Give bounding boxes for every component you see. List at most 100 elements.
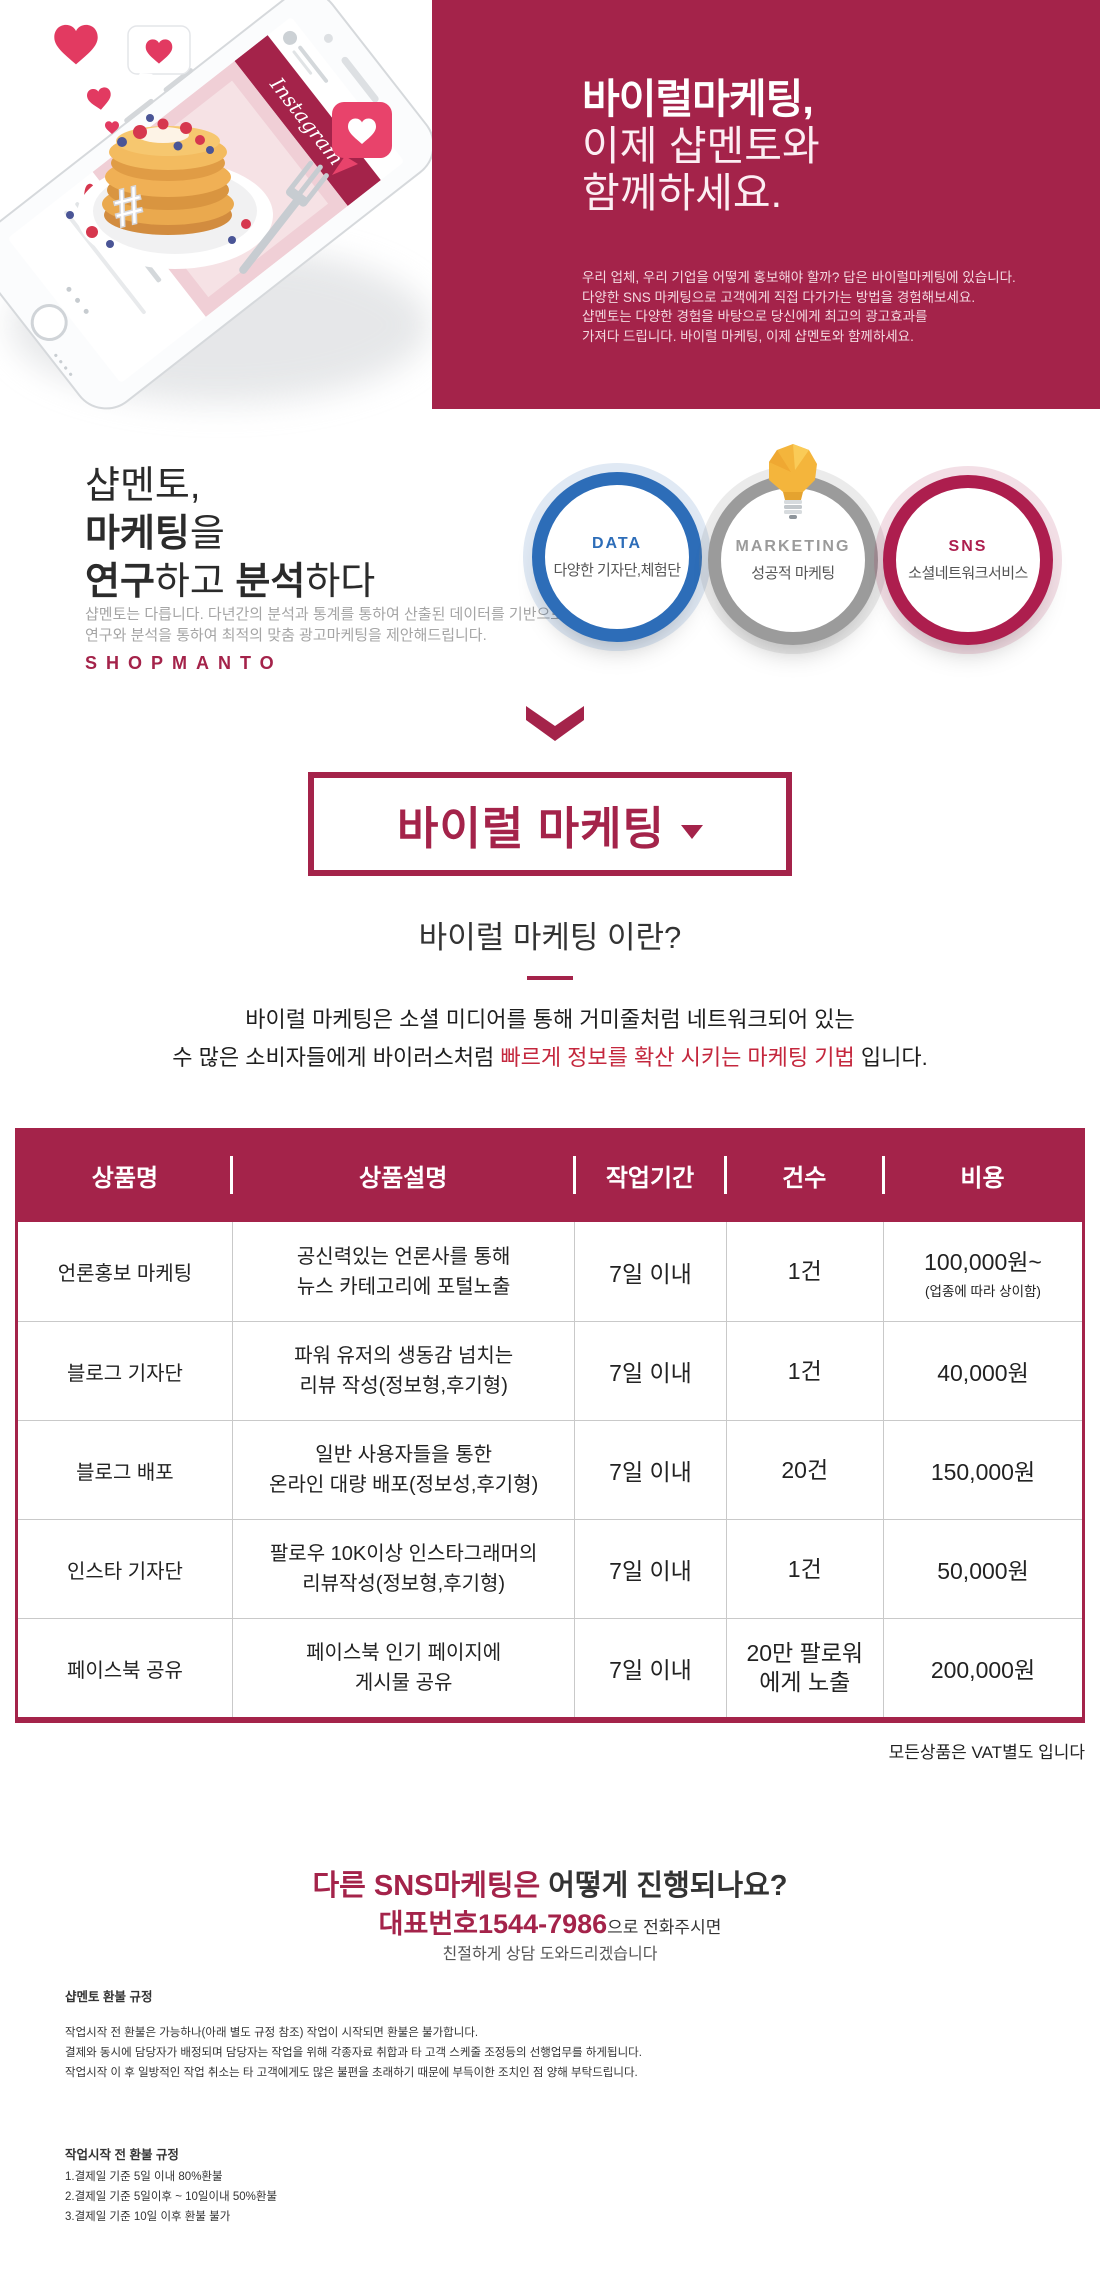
price-note: (업종에 따라 상이함): [925, 1284, 1041, 1299]
desc-line: 파워 유저의 생동감 넘치는: [294, 1345, 514, 1367]
highlighted-text: 빠르게 정보를 확산 시키는 마케팅 기법: [500, 1045, 855, 1070]
desc-line: 온라인 대량 배포(정보성,후기형): [269, 1474, 539, 1496]
price-value: 40,000원: [937, 1360, 1029, 1386]
product-price: 40,000원: [883, 1322, 1082, 1420]
count-line: 1건: [787, 1258, 822, 1284]
product-name: 페이스북 공유: [66, 1659, 183, 1682]
count-line: 20건: [781, 1456, 829, 1483]
feature-label: DATA: [591, 534, 643, 552]
fork-icon: [239, 160, 329, 274]
product-count: 1건: [725, 1520, 883, 1618]
refund-rule-item: 2.결제일 기준 5일이후 ~ 10일이내 50%환불: [65, 2191, 278, 2203]
count-line: 20만 팔로워: [746, 1640, 864, 1666]
like-notification-icon: [332, 102, 392, 175]
lightbulb-icon: [769, 444, 817, 519]
cta-question: 다른 SNS마케팅은 어떻게 진행되나요?: [312, 1870, 788, 1902]
product-period: 7일 이내: [574, 1322, 725, 1420]
product-price: 150,000원: [883, 1421, 1082, 1519]
table-row: 언론홍보 마케팅 공신력있는 언론사를 통해 뉴스 카테고리에 포털노출 7일 …: [18, 1222, 1082, 1321]
count-line: 에게 노출: [759, 1669, 851, 1695]
hero-description-line: 샵멘토는 다양한 경험을 바탕으로 당신에게 최고의 광고효과를: [582, 309, 928, 324]
table-row: 블로그 기자단 파워 유저의 생동감 넘치는 리뷰 작성(정보형,후기형) 7일…: [18, 1321, 1082, 1420]
product-count: 1건: [725, 1222, 883, 1321]
product-count: 20만 팔로워 에게 노출: [725, 1619, 883, 1717]
price-value: 50,000원: [937, 1558, 1029, 1584]
cta-support-line: 친절하게 상담 도와드리겠습니다: [442, 1946, 658, 1963]
cta-question-highlight: 다른 SNS마케팅은: [312, 1870, 541, 1902]
table-row: 블로그 배포 일반 사용자들을 통한 온라인 대량 배포(정보성,후기형) 7일…: [18, 1420, 1082, 1519]
count-line: 1건: [787, 1555, 822, 1582]
col-header-description: 상품설명: [230, 1128, 575, 1222]
feature-text: 다양한 기자단,체험단: [553, 561, 681, 579]
desc-line: 리뷰작성(정보형,후기형): [302, 1573, 506, 1595]
phone-number: 대표번호1544-7986: [378, 1909, 608, 1939]
hero-title: 바이럴마케팅, 이제 샵멘토와 함께하세요.: [582, 76, 820, 217]
heading-divider: [527, 976, 573, 980]
section-title-label: 바이럴 마케팅: [397, 802, 665, 854]
hero-title-line3: 함께하세요.: [582, 170, 782, 216]
desc-line: 리뷰 작성(정보형,후기형): [299, 1375, 508, 1397]
product-period: 7일 이내: [574, 1222, 725, 1321]
refund-policy-line: 결제와 동시에 담당자가 배정되며 담당자는 작업을 위해 각종자료 취합과 타…: [65, 2047, 642, 2059]
about-title: 샵멘토, 마케팅을 연구하고 분석하다: [85, 462, 375, 606]
col-header-period: 작업기간: [572, 1128, 725, 1222]
desc-line: 게시물 공유: [354, 1672, 453, 1694]
feature-circle-data: DATA 다양한 기자단,체험단: [532, 472, 702, 642]
product-price: 200,000원: [883, 1619, 1082, 1717]
product-desc: 페이스북 인기 페이지에 게시물 공유: [231, 1619, 575, 1717]
refund-rule-item: 3.결제일 기준 10일 이후 환불 불가: [65, 2211, 231, 2223]
refund-rule-item: 1.결제일 기준 5일 이내 80%환불: [65, 2171, 223, 2183]
product-desc: 팔로우 10K이상 인스타그래머의 리뷰작성(정보형,후기형): [231, 1520, 575, 1618]
phone-illustration: Instagram: [0, 0, 432, 410]
feature-circle-sns: SNS 소셜네트워크서비스: [883, 475, 1053, 645]
table-header: 상품명 상품설명 작업기간 건수 비용: [18, 1128, 1082, 1222]
desc-line: 페이스북 인기 페이지에: [306, 1642, 502, 1664]
product-name: 블로그 기자단: [66, 1362, 183, 1385]
chevron-down-icon: [526, 706, 584, 741]
about-description-line: 연구와 분석을 통하여 최적의 맞춤 광고마케팅을 제안해드립니다.: [85, 627, 487, 644]
feature-text: 성공적 마케팅: [751, 564, 835, 582]
product-period: 7일 이내: [574, 1421, 725, 1519]
hero-description: 우리 업체, 우리 기업을 어떻게 홍보해야 할까? 답은 바이럴마케팅에 있습…: [582, 268, 1016, 346]
product-desc: 공신력있는 언론사를 통해 뉴스 카테고리에 포털노출: [231, 1222, 575, 1321]
avatar: [283, 30, 298, 45]
desc-line: 팔로우 10K이상 인스타그래머의: [269, 1543, 538, 1565]
col-header-price: 비용: [881, 1128, 1082, 1222]
product-period: 7일 이내: [574, 1619, 725, 1717]
product-name: 언론홍보 마케팅: [57, 1263, 193, 1285]
hero-banner: 바이럴마케팅, 이제 샵멘토와 함께하세요. 우리 업체, 우리 기업을 어떻게…: [432, 0, 1100, 409]
product-price: 100,000원~ (업종에 따라 상이함): [883, 1222, 1082, 1321]
product-name: 인스타 기자단: [66, 1560, 183, 1583]
price-value: 200,000원: [930, 1657, 1036, 1683]
refund-policy-line: 작업시작 이 후 일방적인 작업 취소는 타 고객에게도 많은 불편을 초래하기…: [65, 2067, 638, 2079]
refund-rules-subtitle: 작업시작 전 환불 규정: [65, 2148, 179, 2162]
col-header-product: 상품명: [91, 1164, 159, 1192]
product-price: 50,000원: [883, 1520, 1082, 1618]
about-description: 샵멘토는 다릅니다. 다년간의 분석과 통계를 통하여 산출된 데이터를 기반으…: [85, 604, 564, 646]
feature-label: SNS: [948, 537, 988, 555]
feature-text: 소셜네트워크서비스: [908, 564, 1028, 582]
product-count: 20건: [725, 1421, 883, 1519]
hero-title-line1: 바이럴마케팅,: [582, 76, 814, 122]
about-title-line3: 연구하고 분석하다: [85, 561, 376, 603]
intro-paragraph-line1: 바이럴 마케팅은 소셜 미디어를 통해 거미줄처럼 네트워크되어 있는: [245, 1007, 855, 1032]
hero-description-line: 다양한 SNS 마케팅으로 고객에게 직접 다가가는 방법을 경험해보세요.: [582, 289, 976, 305]
desc-line: 일반 사용자들을 통한: [315, 1444, 493, 1466]
product-count: 1건: [725, 1322, 883, 1420]
phone-home-button: [30, 304, 68, 342]
cta-phone-line: 대표번호1544-7986으로 전화주시면: [378, 1909, 722, 1939]
desc-line: 공신력있는 언론사를 통해: [296, 1245, 511, 1268]
section-title-button[interactable]: 바이럴 마케팅: [308, 772, 792, 876]
phone-speaker: [341, 56, 379, 103]
heart-icon: [87, 87, 111, 110]
chat-bubble-icon: [127, 25, 191, 88]
heart-icon: [105, 121, 119, 134]
table-row: 인스타 기자단 팔로우 10K이상 인스타그래머의 리뷰작성(정보형,후기형) …: [18, 1519, 1082, 1618]
dropdown-arrow-icon: [680, 825, 703, 839]
hero-title-line2: 이제 샵멘토와: [582, 123, 820, 169]
product-period: 7일 이내: [574, 1520, 725, 1618]
table-row: 페이스북 공유 페이스북 인기 페이지에 게시물 공유 7일 이내 20만 팔로…: [18, 1618, 1082, 1717]
vat-note: 모든상품은 VAT별도 입니다: [888, 1743, 1085, 1762]
intro-paragraph-line2: 수 많은 소비자들에게 바이러스처럼 빠르게 정보를 확산 시키는 마케팅 기법…: [172, 1045, 928, 1070]
